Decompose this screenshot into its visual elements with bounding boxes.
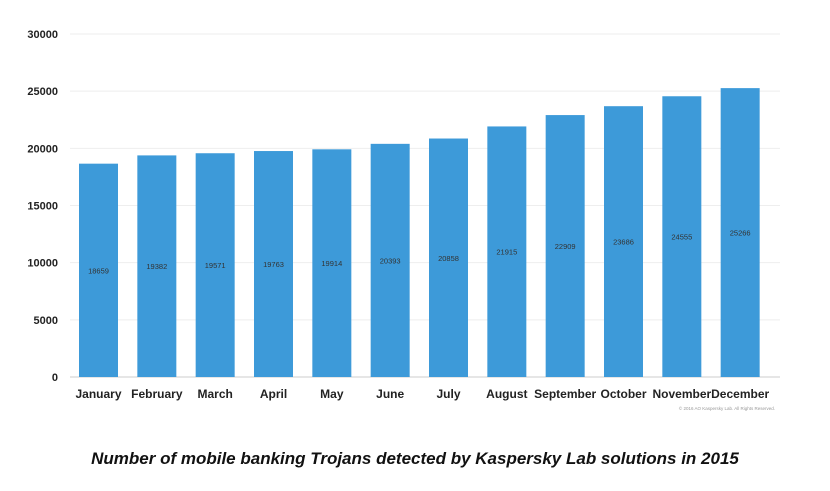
data-label: 18659 xyxy=(88,266,109,275)
x-tick-label: July xyxy=(436,387,460,401)
bars: 18659 19382 19571 19763 19914 20393 20858 21915… xyxy=(79,88,760,378)
x-tick-label: September xyxy=(534,387,596,401)
gridlines xyxy=(70,33,780,378)
data-label: 23686 xyxy=(613,238,634,247)
y-tick-label: 10000 xyxy=(27,258,58,270)
copyright-note: © 2016 AO Kaspersky Lab. All Rights Rese… xyxy=(679,405,775,411)
data-label: 25266 xyxy=(730,229,751,238)
bar xyxy=(137,155,177,377)
bar xyxy=(370,143,410,377)
y-tick-label: 15000 xyxy=(27,201,58,213)
y-tick-label: 25000 xyxy=(27,86,58,98)
bar xyxy=(487,126,527,377)
bar xyxy=(254,151,293,377)
bar xyxy=(720,88,760,377)
x-tick-label: October xyxy=(600,387,646,401)
bar-chart: 18659 19382 19571 19763 19914 20393 20858 21915… xyxy=(27,29,780,411)
bar xyxy=(79,163,118,377)
bar xyxy=(312,149,352,377)
x-tick-label: June xyxy=(376,387,404,401)
x-tick-label: November xyxy=(652,387,711,401)
chart-title: Number of mobile banking Trojans detecte… xyxy=(91,449,739,468)
y-axis-ticks: 0 5000 10000 15000 20000 25000 30000 xyxy=(27,29,58,384)
data-label: 20858 xyxy=(438,254,459,263)
bar xyxy=(195,153,235,377)
y-tick-label: 20000 xyxy=(27,143,58,155)
x-axis-ticks: January February March April May June July Augu… xyxy=(75,387,769,401)
data-label: 19571 xyxy=(205,261,226,270)
bar xyxy=(429,138,468,377)
x-tick-label: January xyxy=(75,387,121,401)
x-tick-label: December xyxy=(711,387,769,401)
x-tick-label: April xyxy=(260,387,287,401)
bar xyxy=(662,96,702,377)
data-label: 19914 xyxy=(321,259,342,268)
x-tick-label: February xyxy=(131,387,183,401)
data-label: 24555 xyxy=(671,233,692,242)
data-label: 21915 xyxy=(496,248,517,257)
bar xyxy=(604,106,643,377)
x-tick-label: August xyxy=(486,387,527,401)
data-label: 19382 xyxy=(146,262,167,271)
x-tick-label: March xyxy=(197,387,232,401)
y-tick-label: 0 xyxy=(52,372,58,384)
data-label: 20393 xyxy=(380,256,401,265)
y-tick-label: 5000 xyxy=(34,315,58,327)
data-label: 22909 xyxy=(555,242,576,251)
data-label: 19763 xyxy=(263,260,284,269)
y-tick-label: 30000 xyxy=(27,29,58,41)
x-tick-label: May xyxy=(320,387,344,401)
bar xyxy=(545,115,585,378)
